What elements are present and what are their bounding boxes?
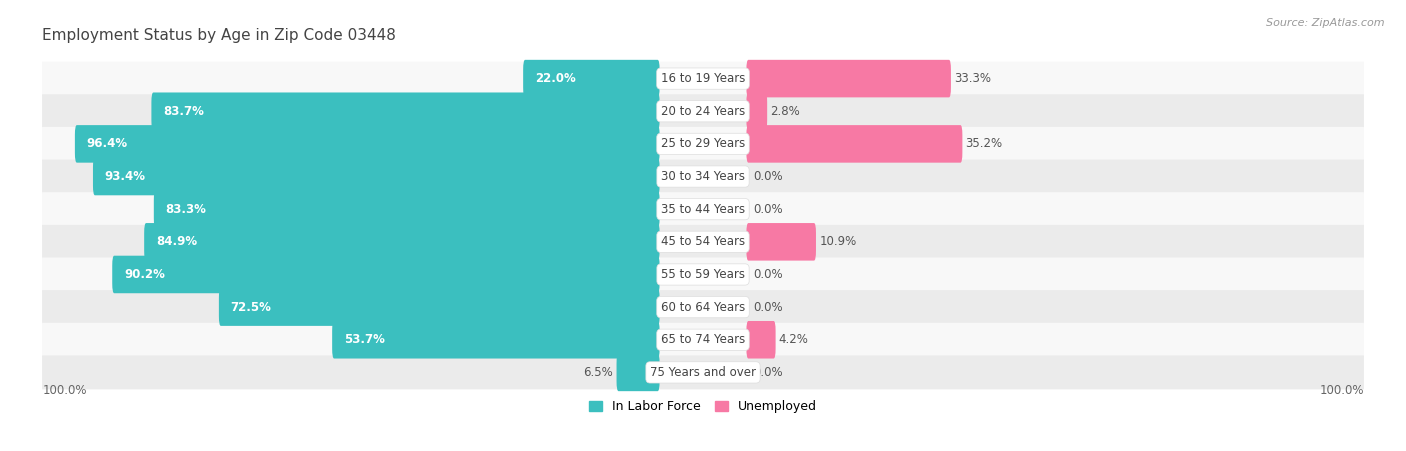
Text: 0.0%: 0.0% bbox=[754, 268, 783, 281]
Text: 0.0%: 0.0% bbox=[754, 366, 783, 379]
Text: 25 to 29 Years: 25 to 29 Years bbox=[661, 138, 745, 150]
Text: 55 to 59 Years: 55 to 59 Years bbox=[661, 268, 745, 281]
FancyBboxPatch shape bbox=[747, 92, 768, 130]
Text: 100.0%: 100.0% bbox=[42, 384, 87, 397]
Text: 4.2%: 4.2% bbox=[779, 333, 808, 346]
Text: Employment Status by Age in Zip Code 03448: Employment Status by Age in Zip Code 034… bbox=[42, 28, 396, 43]
Text: 35 to 44 Years: 35 to 44 Years bbox=[661, 202, 745, 216]
Text: 96.4%: 96.4% bbox=[87, 138, 128, 150]
Text: 0.0%: 0.0% bbox=[754, 202, 783, 216]
FancyBboxPatch shape bbox=[42, 192, 1364, 226]
Text: 6.5%: 6.5% bbox=[583, 366, 613, 379]
FancyBboxPatch shape bbox=[42, 94, 1364, 128]
FancyBboxPatch shape bbox=[219, 288, 659, 326]
Text: 84.9%: 84.9% bbox=[156, 235, 197, 249]
FancyBboxPatch shape bbox=[42, 160, 1364, 193]
FancyBboxPatch shape bbox=[152, 92, 659, 130]
Text: 90.2%: 90.2% bbox=[124, 268, 165, 281]
FancyBboxPatch shape bbox=[42, 323, 1364, 357]
FancyBboxPatch shape bbox=[42, 290, 1364, 324]
FancyBboxPatch shape bbox=[747, 321, 776, 359]
FancyBboxPatch shape bbox=[42, 225, 1364, 259]
Text: 20 to 24 Years: 20 to 24 Years bbox=[661, 105, 745, 118]
Text: 16 to 19 Years: 16 to 19 Years bbox=[661, 72, 745, 85]
Text: 33.3%: 33.3% bbox=[955, 72, 991, 85]
Text: 83.7%: 83.7% bbox=[163, 105, 204, 118]
FancyBboxPatch shape bbox=[75, 125, 659, 163]
Text: 93.4%: 93.4% bbox=[104, 170, 146, 183]
FancyBboxPatch shape bbox=[112, 256, 659, 293]
FancyBboxPatch shape bbox=[332, 321, 659, 359]
Text: 0.0%: 0.0% bbox=[754, 301, 783, 313]
Text: 10.9%: 10.9% bbox=[820, 235, 856, 249]
FancyBboxPatch shape bbox=[523, 60, 659, 97]
FancyBboxPatch shape bbox=[145, 223, 659, 261]
Text: 2.8%: 2.8% bbox=[770, 105, 800, 118]
Text: 22.0%: 22.0% bbox=[534, 72, 575, 85]
FancyBboxPatch shape bbox=[42, 258, 1364, 291]
FancyBboxPatch shape bbox=[617, 354, 659, 391]
Legend: In Labor Force, Unemployed: In Labor Force, Unemployed bbox=[583, 395, 823, 418]
Text: 100.0%: 100.0% bbox=[1319, 384, 1364, 397]
Text: 65 to 74 Years: 65 to 74 Years bbox=[661, 333, 745, 346]
FancyBboxPatch shape bbox=[747, 125, 962, 163]
FancyBboxPatch shape bbox=[93, 158, 659, 195]
Text: 75 Years and over: 75 Years and over bbox=[650, 366, 756, 379]
Text: 83.3%: 83.3% bbox=[166, 202, 207, 216]
FancyBboxPatch shape bbox=[153, 190, 659, 228]
Text: 30 to 34 Years: 30 to 34 Years bbox=[661, 170, 745, 183]
FancyBboxPatch shape bbox=[747, 223, 815, 261]
Text: 45 to 54 Years: 45 to 54 Years bbox=[661, 235, 745, 249]
Text: 72.5%: 72.5% bbox=[231, 301, 271, 313]
Text: 53.7%: 53.7% bbox=[344, 333, 385, 346]
FancyBboxPatch shape bbox=[747, 60, 950, 97]
Text: 60 to 64 Years: 60 to 64 Years bbox=[661, 301, 745, 313]
Text: 0.0%: 0.0% bbox=[754, 170, 783, 183]
Text: Source: ZipAtlas.com: Source: ZipAtlas.com bbox=[1267, 18, 1385, 28]
Text: 35.2%: 35.2% bbox=[966, 138, 1002, 150]
FancyBboxPatch shape bbox=[42, 62, 1364, 96]
FancyBboxPatch shape bbox=[42, 355, 1364, 389]
FancyBboxPatch shape bbox=[42, 127, 1364, 161]
